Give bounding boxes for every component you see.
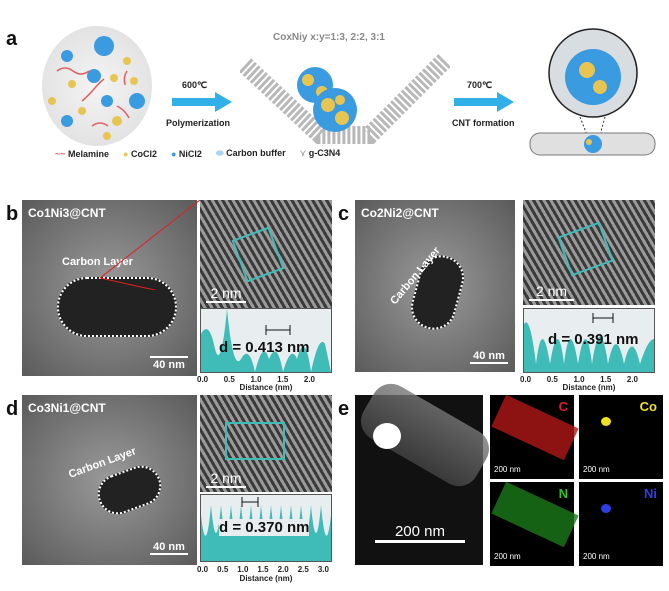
line-profile-d: d = 0.370 nm bbox=[200, 494, 332, 562]
d-spacing: d = 0.391 nm bbox=[548, 331, 639, 348]
x-ticks: 0.0 0.5 1.0 1.5 2.0 bbox=[197, 375, 315, 384]
particle bbox=[373, 423, 401, 449]
panel-c-label: c bbox=[338, 203, 350, 225]
precursor-mixture bbox=[42, 26, 152, 146]
eds-map-ni: Ni 200 nm bbox=[579, 482, 663, 566]
arrow-right-icon bbox=[172, 92, 232, 112]
scale-bar: 200 nm bbox=[583, 552, 610, 561]
panel-b-label: b bbox=[6, 203, 19, 225]
legend-cocl2: ● CoCl2 bbox=[123, 148, 157, 159]
legend-nicl2: ● NiCl2 bbox=[170, 148, 202, 159]
d-spacing: d = 0.413 nm bbox=[219, 339, 310, 356]
sample-name: Co1Ni3@CNT bbox=[28, 206, 106, 220]
eds-map-n: N 200 nm bbox=[490, 481, 579, 566]
legend-g-c3n4: ⋎ g-C3N4 bbox=[299, 148, 341, 158]
precursor-particles bbox=[48, 36, 145, 140]
spacing-marker bbox=[592, 313, 614, 323]
scale-bar: 40 nm bbox=[150, 356, 188, 371]
scale-bar: 40 nm bbox=[470, 350, 508, 365]
spacing-marker bbox=[241, 497, 259, 507]
haadf-image: 200 nm bbox=[353, 376, 497, 565]
hrtem-image-c: 2 nm bbox=[523, 200, 655, 305]
arrow-right-icon bbox=[454, 92, 514, 112]
x-ticks: 0.0 0.5 1.0 1.5 2.0 2.5 3.0 bbox=[197, 565, 329, 574]
ni-signal bbox=[601, 504, 611, 513]
x-axis-label: Distance (nm) bbox=[239, 574, 293, 583]
scale-bar: 2 nm bbox=[206, 285, 246, 304]
sample-name: Co2Ni2@CNT bbox=[361, 206, 439, 220]
panel-d-label: d bbox=[6, 398, 19, 420]
element-label: Co bbox=[639, 399, 657, 414]
hrtem-image-b: 2 nm bbox=[200, 200, 332, 308]
hrtem-image-d: 2 nm bbox=[200, 395, 332, 492]
selection-box bbox=[557, 221, 614, 277]
nanoparticle bbox=[406, 250, 469, 335]
element-label: Ni bbox=[644, 486, 657, 501]
panel-e-label: e bbox=[338, 398, 350, 420]
eds-map-co: Co 200 nm bbox=[579, 395, 663, 479]
scale-bar: 200 nm bbox=[375, 523, 465, 544]
scale-bar: 40 nm bbox=[150, 541, 188, 556]
scale-bar: 200 nm bbox=[583, 465, 610, 474]
element-label: N bbox=[558, 486, 568, 501]
element-label: C bbox=[558, 399, 568, 414]
scale-bar: 200 nm bbox=[494, 465, 521, 474]
selection-box bbox=[231, 226, 285, 283]
eds-map-c: C 200 nm bbox=[490, 394, 579, 479]
step1-temp: 600℃ bbox=[182, 80, 208, 90]
selection-box bbox=[225, 422, 285, 460]
scale-bar: 200 nm bbox=[494, 552, 521, 561]
g-c3n4-sheet-with-alloy bbox=[240, 53, 450, 144]
tem-image-b: Co1Ni3@CNT Carbon Layer 40 nm bbox=[22, 200, 197, 376]
composition-label: CoxNiy x:y=1:3, 2:2, 3:1 bbox=[273, 32, 385, 43]
line-profile-b: d = 0.413 nm bbox=[200, 308, 332, 373]
sample-name: Co3Ni1@CNT bbox=[28, 401, 106, 415]
line-profile-c: d = 0.391 nm bbox=[523, 308, 655, 373]
carbon-layer-label: Carbon Layer bbox=[62, 256, 133, 268]
tem-image-d: Co3Ni1@CNT Carbon Layer 40 nm bbox=[22, 395, 197, 565]
x-axis-label: Distance (nm) bbox=[239, 383, 293, 392]
x-ticks: 0.0 0.5 1.0 1.5 2.0 bbox=[520, 375, 638, 384]
co-signal bbox=[601, 417, 611, 426]
spacing-marker bbox=[265, 325, 291, 335]
step2-temp: 700℃ bbox=[467, 80, 493, 90]
nanoparticle bbox=[57, 277, 177, 337]
step2-name: CNT formation bbox=[452, 118, 515, 128]
legend-carbon-buffer: ⬬ Carbon buffer bbox=[215, 148, 286, 158]
x-axis-label: Distance (nm) bbox=[562, 383, 616, 392]
legend-a: ~~ Melamine ● CoCl2 ● NiCl2 ⬬ Carbon buf… bbox=[55, 148, 340, 159]
zoom-lines bbox=[100, 200, 201, 290]
profile-curve bbox=[201, 309, 331, 372]
scale-bar: 2 nm bbox=[529, 283, 574, 302]
scale-bar: 2 nm bbox=[206, 470, 246, 489]
legend-melamine: ~~ Melamine bbox=[55, 148, 110, 159]
tem-image-c: Co2Ni2@CNT Carbon Layer 40 nm bbox=[355, 200, 515, 372]
step1-name: Polymerization bbox=[166, 118, 231, 128]
panel-a-label: a bbox=[6, 28, 18, 50]
d-spacing: d = 0.370 nm bbox=[219, 519, 310, 536]
profile-curve bbox=[524, 322, 654, 372]
cnt-encapsulated-alloy bbox=[529, 28, 656, 156]
